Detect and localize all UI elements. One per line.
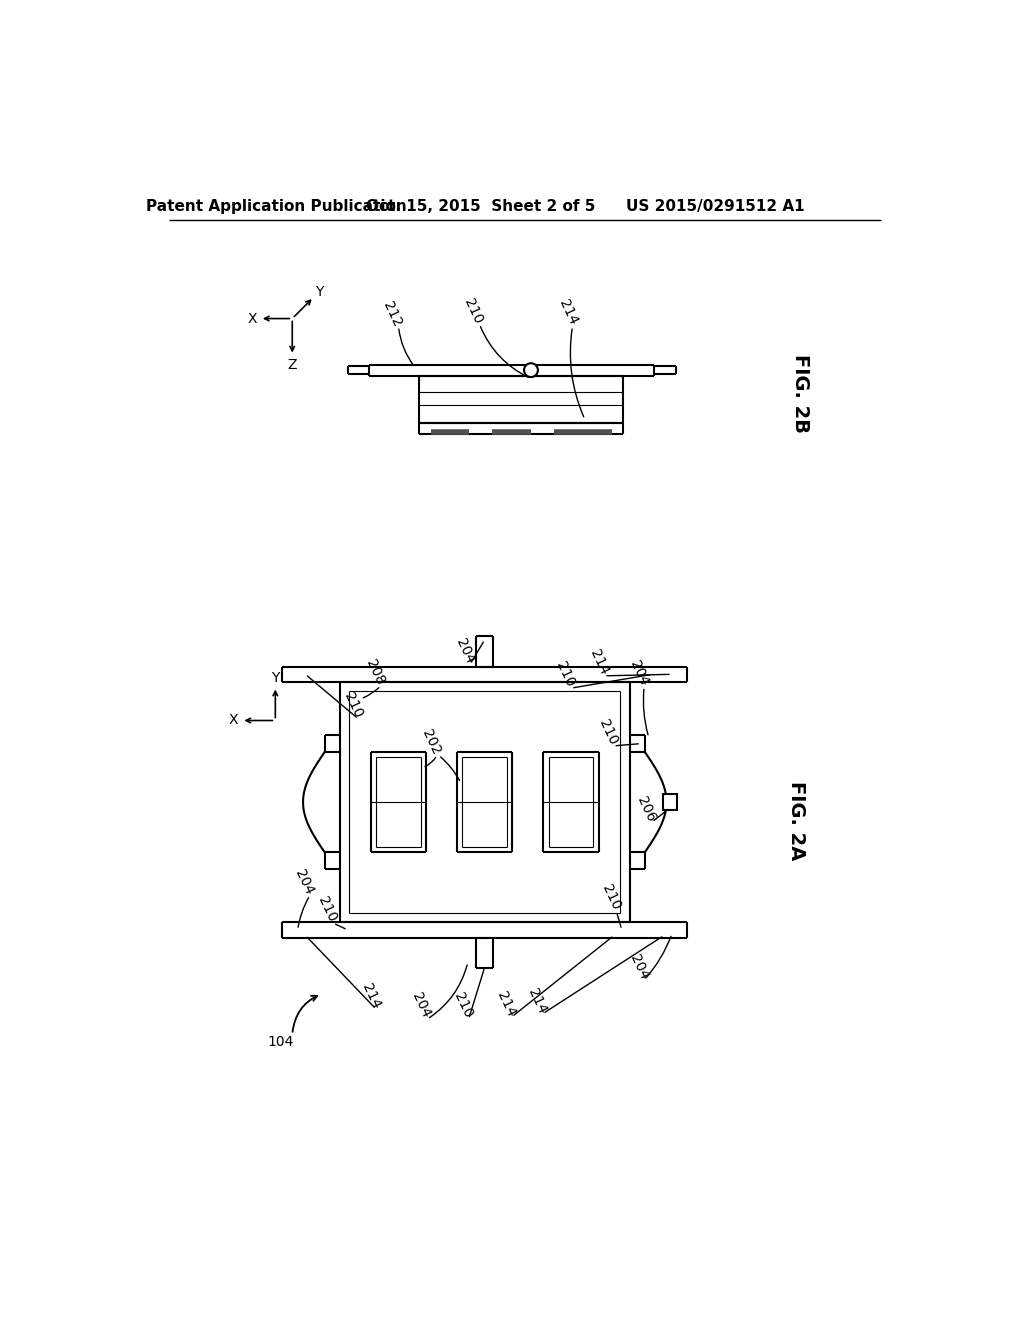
Text: 210: 210 <box>341 690 365 719</box>
Text: Patent Application Publication: Patent Application Publication <box>146 198 408 214</box>
Text: 204: 204 <box>627 952 650 982</box>
Text: 214: 214 <box>358 981 383 1011</box>
Text: US 2015/0291512 A1: US 2015/0291512 A1 <box>627 198 805 214</box>
Text: 210: 210 <box>452 990 475 1020</box>
Text: X: X <box>248 312 257 326</box>
Text: 202: 202 <box>419 727 442 756</box>
Text: X: X <box>228 714 238 727</box>
Text: 210: 210 <box>315 894 340 924</box>
Text: Y: Y <box>315 285 324 298</box>
Text: 214: 214 <box>495 989 518 1019</box>
Text: 208: 208 <box>364 657 387 688</box>
Text: Y: Y <box>271 671 280 685</box>
Text: FIG. 2A: FIG. 2A <box>787 781 806 861</box>
Text: 206: 206 <box>635 795 658 824</box>
Text: 214: 214 <box>525 986 549 1015</box>
Text: 104: 104 <box>267 1035 294 1049</box>
Text: 204: 204 <box>410 990 433 1020</box>
Text: 204: 204 <box>293 867 316 898</box>
Text: 210: 210 <box>461 296 485 326</box>
Bar <box>664 795 677 809</box>
Text: FIG. 2B: FIG. 2B <box>791 354 810 433</box>
Text: Oct. 15, 2015  Sheet 2 of 5: Oct. 15, 2015 Sheet 2 of 5 <box>367 198 596 214</box>
Circle shape <box>524 363 538 378</box>
Text: Z: Z <box>288 358 297 372</box>
Text: 210: 210 <box>596 717 620 747</box>
Text: 214: 214 <box>587 648 610 677</box>
Text: 204: 204 <box>454 636 477 667</box>
Text: 212: 212 <box>381 300 404 329</box>
Text: 210: 210 <box>554 660 578 689</box>
Text: 210: 210 <box>599 883 623 912</box>
Text: 214: 214 <box>556 297 580 327</box>
Text: 204: 204 <box>627 657 650 688</box>
